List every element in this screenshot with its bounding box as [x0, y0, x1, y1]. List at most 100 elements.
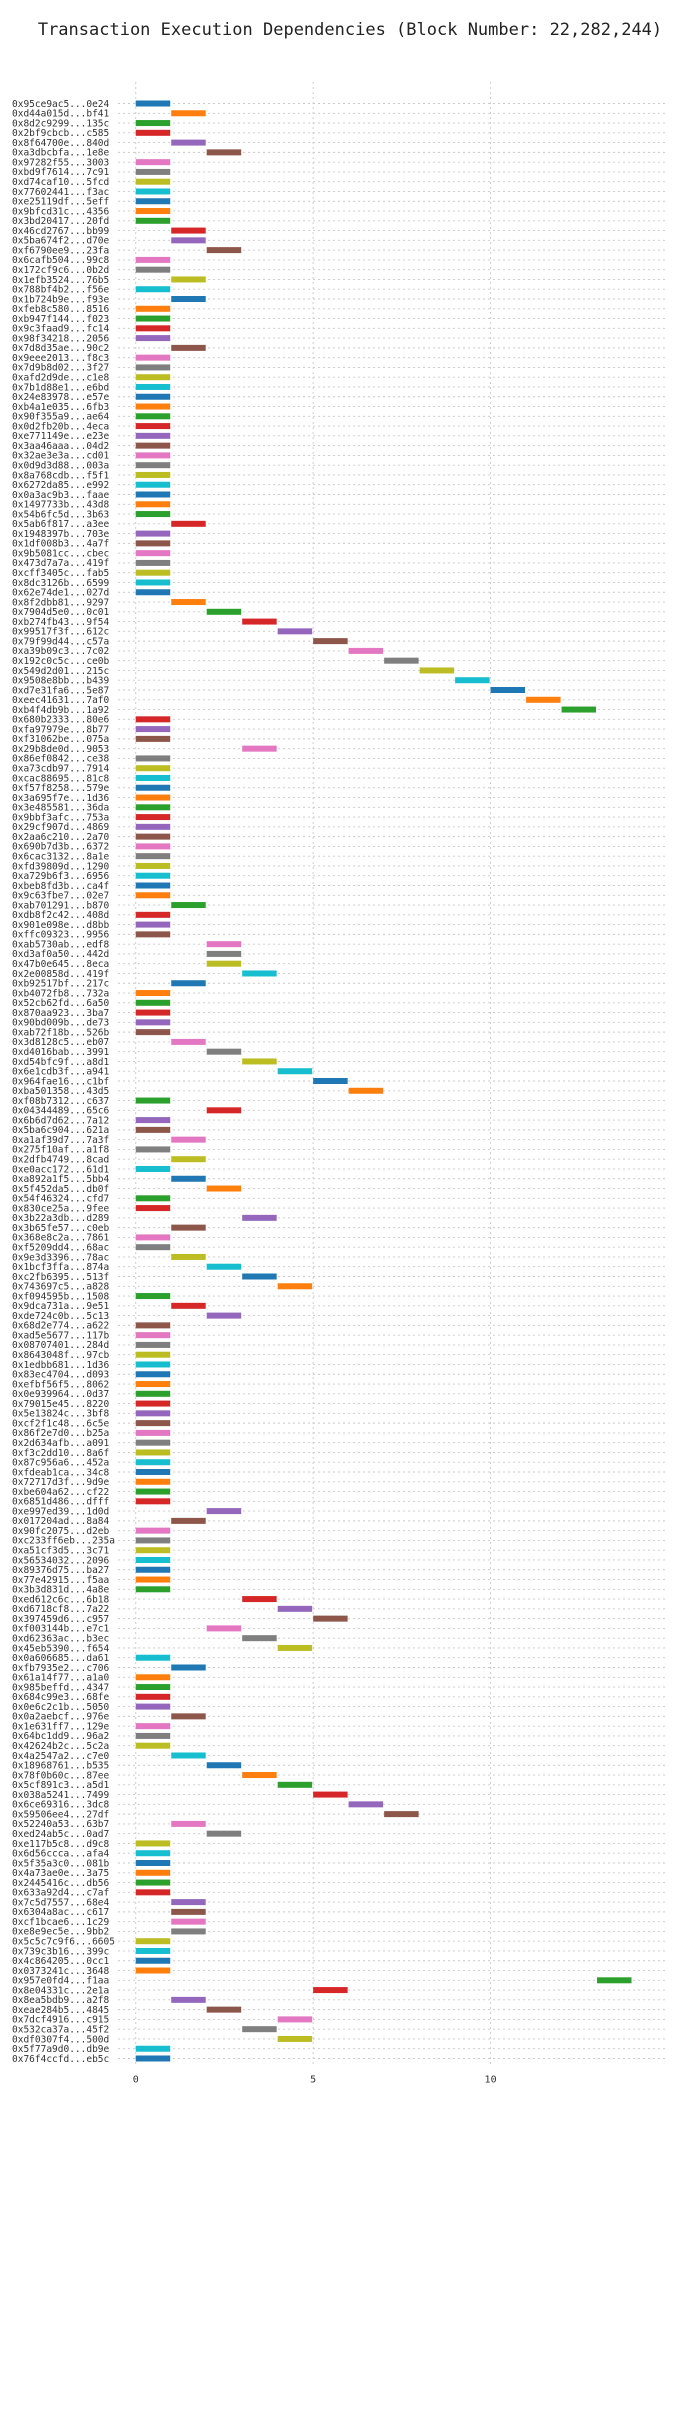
tx-hash-label: 0xa892a1f5...5bb4 [12, 1174, 110, 1185]
execution-bar [171, 1928, 206, 1935]
tx-hash-label: 0xa3dbcbfa...1e8e [12, 148, 110, 159]
tx-hash-label: 0xfa97979e...8b77 [12, 724, 109, 735]
tx-hash-label: 0x7dcf4916...c915 [12, 2015, 109, 2026]
tx-hash-label: 0xfdeab1ca...34c8 [12, 1467, 110, 1478]
tx-hash-label: 0x52cb62fd...6a50 [12, 998, 110, 1009]
execution-bar [171, 139, 206, 146]
tx-hash-label: 0x77e42915...f5aa [12, 1575, 109, 1586]
execution-bar [135, 462, 171, 469]
x-tick-layer: 0 5 10 [133, 2075, 497, 2086]
execution-bar [242, 1596, 277, 1603]
tx-hash-label: 0x9c63fbe7...02e7 [12, 891, 109, 902]
tx-hash-label: 0xde724c0b...5c13 [12, 1311, 109, 1322]
execution-bar [135, 1527, 171, 1534]
execution-bar [242, 618, 277, 625]
chart-title: Transaction Execution Dependencies (Bloc… [37, 20, 663, 40]
tx-hash-label: 0x038a5241...7499 [12, 1790, 110, 1801]
tx-hash-label: 0x901e098e...d8bb [12, 920, 110, 931]
tx-hash-label: 0xd3af0a50...442d [12, 949, 109, 960]
tx-hash-label: 0x680b2333...80e6 [12, 715, 110, 726]
tx-hash-label: 0x690b7d3b...6372 [12, 842, 109, 853]
tx-hash-label: 0x79015e45...8220 [12, 1399, 110, 1410]
execution-bar [206, 1048, 242, 1055]
tx-hash-label: 0x8ea5bdb9...a2f8 [12, 1995, 110, 2006]
tx-hash-label: 0xdf0307f4...500d [12, 2034, 109, 2045]
tx-hash-label: 0x6d56ccca...afa4 [12, 1849, 110, 1860]
tx-hash-label: 0x5f35a3c0...081b [12, 1858, 110, 1869]
execution-bar [135, 1195, 171, 1202]
execution-bar [135, 1381, 171, 1388]
execution-bar [135, 1576, 171, 1583]
tx-hash-label: 0x1edbb681...1d36 [12, 1360, 110, 1371]
execution-bar [135, 1165, 171, 1172]
execution-bar [135, 1420, 171, 1427]
tx-hash-label: 0xbd9f7614...7c91 [12, 167, 110, 178]
execution-bar [135, 1400, 171, 1407]
execution-bar [135, 315, 171, 322]
execution-bar [277, 1068, 313, 1075]
execution-bar [135, 1556, 171, 1563]
tx-hash-label: 0x89376d75...ba27 [12, 1565, 109, 1576]
execution-bar [171, 110, 206, 117]
tx-hash-label: 0x8f64700e...840d [12, 138, 109, 149]
execution-bar [135, 990, 171, 997]
execution-bar [206, 941, 242, 948]
execution-bar [171, 1156, 206, 1163]
tx-hash-label: 0x7c5d7557...68e4 [12, 1897, 110, 1908]
execution-bar [135, 1869, 171, 1876]
execution-bar [171, 296, 206, 302]
tx-hash-label: 0x9bfcd31c...4356 [12, 206, 110, 217]
tx-hash-label: 0x5ab6f817...a3ee [12, 519, 110, 530]
tx-hash-label: 0x957e0fd4...f1aa [12, 1976, 109, 1987]
tx-hash-label: 0xd4016bab...3991 [12, 1047, 110, 1058]
tx-hash-label: 0x04344489...65c6 [12, 1106, 110, 1117]
execution-bar [171, 1302, 206, 1309]
execution-bar [171, 1899, 206, 1906]
execution-bar [135, 1742, 171, 1749]
execution-bar [135, 442, 171, 449]
tx-hash-label: 0x64bc1dd9...96a2 [12, 1731, 109, 1742]
execution-bar [171, 227, 206, 234]
tx-hash-label: 0x0373241c...3648 [12, 1966, 110, 1977]
tx-hash-label: 0xb4072fb8...732a [12, 988, 109, 999]
tx-hash-label: 0x0e6c2c1b...5050 [12, 1702, 110, 1713]
tx-hash-label: 0x7d9b8d02...3f27 [12, 363, 109, 374]
execution-bar [135, 1390, 171, 1397]
execution-bar [135, 1097, 171, 1104]
tx-hash-label: 0x743697c5...a828 [12, 1282, 110, 1293]
execution-bar [135, 550, 171, 557]
execution-bar [135, 892, 171, 899]
execution-bar [135, 1488, 171, 1495]
execution-bar [206, 247, 242, 254]
execution-bar [135, 1293, 171, 1300]
execution-bar [135, 1674, 171, 1681]
tx-hash-label: 0xe25119df...5eff [12, 197, 109, 208]
tx-hash-label: 0xab72f18b...526b [12, 1027, 110, 1038]
execution-bar [171, 1038, 206, 1045]
execution-bar [135, 1478, 171, 1485]
tx-hash-label: 0xb4a1e035...6fb3 [12, 402, 109, 413]
tx-hash-label: 0x5cf891c3...a5d1 [12, 1780, 110, 1791]
execution-bar [135, 325, 171, 332]
tx-hash-label: 0x870aa923...3ba7 [12, 1008, 109, 1019]
tx-hash-label: 0x2aa6c210...2a70 [12, 832, 110, 843]
execution-bar [171, 520, 206, 527]
execution-bar [135, 1967, 171, 1974]
tx-hash-label: 0x9bbf3afc...753a [12, 812, 109, 823]
execution-bar [135, 491, 171, 498]
execution-bar [135, 1439, 171, 1446]
execution-bar [135, 1341, 171, 1348]
tx-hash-label: 0x397459d6...c957 [12, 1614, 109, 1625]
x-tick-label: 10 [485, 2075, 497, 2086]
execution-bar [135, 188, 171, 195]
tx-hash-label: 0x6ce69316...3dc8 [12, 1800, 110, 1811]
execution-bar [242, 1635, 277, 1642]
execution-bar [171, 276, 206, 283]
execution-bar [135, 1126, 171, 1133]
execution-bar [313, 1615, 348, 1622]
execution-bar [206, 1830, 242, 1837]
tx-hash-label: 0xb92517bf...217c [12, 979, 109, 990]
tx-hash-label: 0x9dca731a...9e51 [12, 1301, 110, 1312]
tx-hash-label: 0x3b22a3db...d289 [12, 1213, 110, 1224]
tx-hash-label: 0x5f77a9d0...db9e [12, 2044, 110, 2055]
